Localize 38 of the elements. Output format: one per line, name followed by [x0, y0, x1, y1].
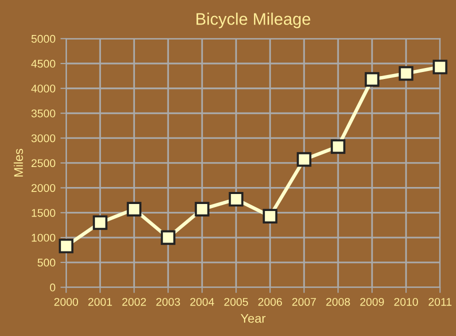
y-tick-label: 4500 — [31, 60, 56, 68]
point — [262, 208, 278, 224]
x-axis-title: Year — [240, 314, 266, 323]
y-tick-label: 2000 — [32, 184, 56, 192]
x-tick-label: 2001 — [88, 298, 112, 306]
x-tick-label: 2011 — [428, 298, 452, 306]
x-tick-label: 2010 — [394, 298, 418, 306]
x-tick-label: 2006 — [258, 298, 282, 306]
point — [364, 72, 380, 87]
point — [228, 192, 244, 207]
x-tick-label: 2005 — [224, 298, 248, 306]
x-tick-label: 2000 — [54, 298, 78, 306]
point — [92, 215, 108, 230]
point — [58, 238, 74, 254]
point — [296, 152, 312, 167]
point — [432, 60, 448, 74]
x-tick-label: 2002 — [122, 298, 146, 306]
point — [398, 66, 414, 81]
point — [126, 202, 142, 216]
point — [194, 202, 210, 216]
x-tick-label: 2009 — [360, 298, 384, 306]
y-tick-label: 0 — [50, 284, 56, 292]
y-tick-label: 4000 — [31, 84, 56, 93]
x-tick-label: 2008 — [326, 298, 350, 306]
y-axis-title: Miles — [14, 148, 23, 177]
y-tick-label: 500 — [38, 258, 56, 267]
y-tick-label: 5000 — [31, 34, 56, 43]
chart-title: Bicycle Mileage — [196, 12, 310, 28]
x-tick-label: 2007 — [292, 298, 316, 306]
y-tick-label: 1000 — [32, 234, 56, 242]
y-tick-label: 3000 — [31, 134, 56, 142]
y-tick-label: 1500 — [32, 208, 56, 217]
y-tick-label: 2500 — [32, 159, 56, 168]
x-tick-label: 2003 — [156, 298, 180, 306]
point — [330, 139, 346, 154]
y-tick-label: 3500 — [31, 110, 56, 118]
x-tick-label: 2004 — [190, 298, 214, 306]
point — [160, 230, 176, 245]
